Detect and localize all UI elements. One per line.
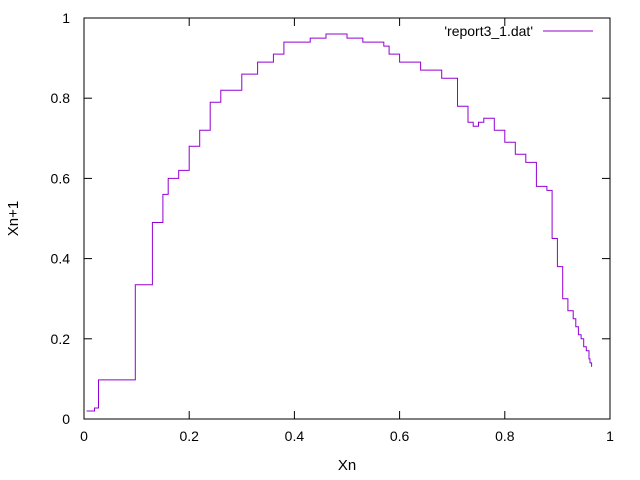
x-tick-label: 1 xyxy=(606,428,614,444)
x-tick-label: 0.4 xyxy=(285,428,305,444)
plot-border xyxy=(83,17,611,420)
plot-frame xyxy=(83,17,611,420)
x-tick-label: 0 xyxy=(80,428,88,444)
y-tick-label: 0.4 xyxy=(51,251,71,267)
x-axis-label: Xn xyxy=(338,457,356,474)
legend-label: 'report3_1.dat' xyxy=(444,23,533,39)
x-tick-label: 0.6 xyxy=(390,428,410,444)
series-line xyxy=(86,33,593,412)
y-tick-label: 0 xyxy=(62,411,70,427)
y-tick-label: 0.8 xyxy=(51,90,71,106)
y-tick-label: 1 xyxy=(62,10,70,26)
x-tick-label: 0.8 xyxy=(495,428,515,444)
axis-ticks xyxy=(83,17,611,420)
y-tick-label: 0.2 xyxy=(51,331,71,347)
y-tick-label: 0.6 xyxy=(51,170,71,186)
x-tick-label: 0.2 xyxy=(179,428,199,444)
series-layer xyxy=(86,33,593,412)
y-axis-label: Xn+1 xyxy=(5,201,22,236)
tick-labels: 0 0.2 0.4 0.6 0.8 1 0 0.2 0.4 0.6 0.8 1 xyxy=(51,10,615,444)
